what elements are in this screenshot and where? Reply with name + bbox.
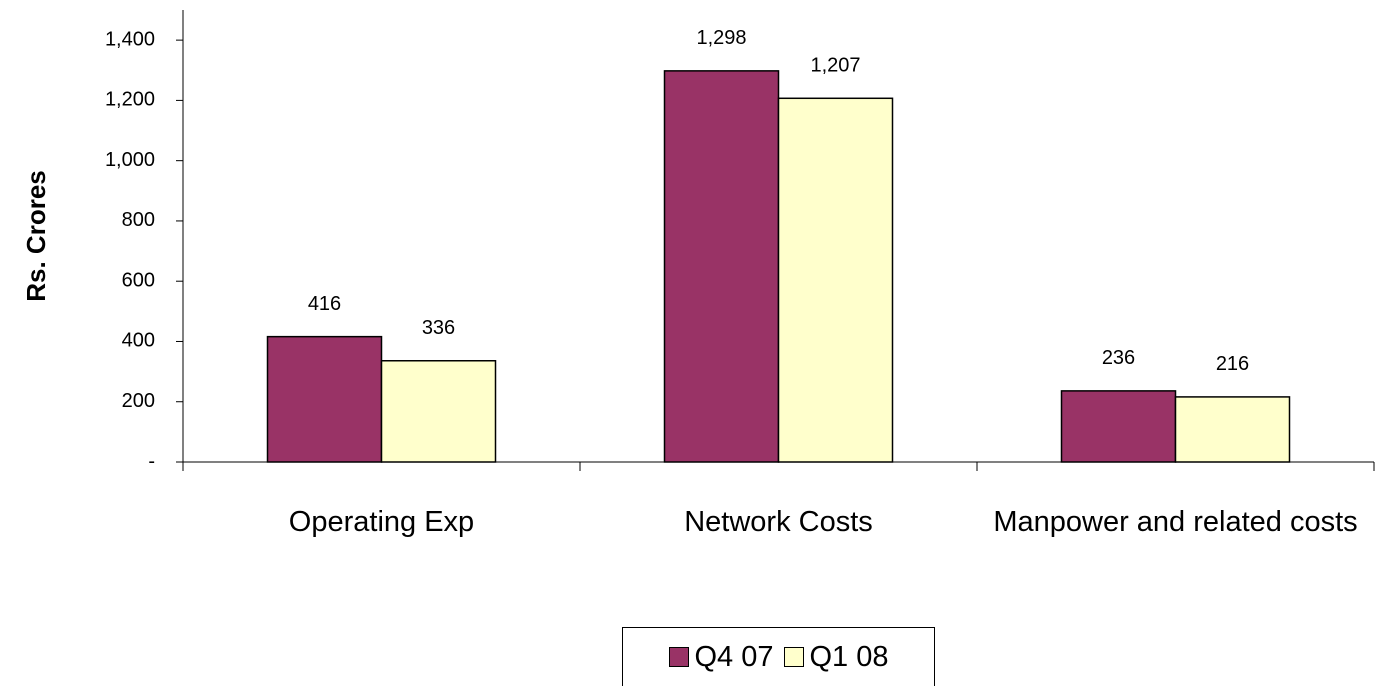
y-tick-label: 400	[122, 330, 155, 352]
bar	[266, 335, 383, 463]
bar	[1060, 390, 1177, 463]
y-tick-label: 1,400	[105, 28, 155, 50]
data-label: 336	[422, 317, 455, 339]
x-tick-label: Manpower and related costs	[993, 506, 1358, 538]
y-tick-label: 1,000	[105, 149, 155, 171]
bar	[777, 97, 894, 463]
y-axis-label: Rs. Crores	[21, 170, 51, 302]
legend-item: Q1 08	[783, 640, 889, 674]
bar	[1174, 396, 1291, 463]
y-tick-label: 800	[122, 209, 155, 231]
legend-label: Q1 08	[809, 640, 889, 673]
y-tick-label: -	[148, 450, 155, 472]
y-tick-label: 200	[122, 390, 155, 412]
data-label: 236	[1102, 347, 1135, 369]
x-tick-label: Operating Exp	[288, 506, 475, 538]
data-label: 1,207	[810, 55, 860, 77]
legend-label: Q4 07	[694, 640, 774, 673]
legend: Q4 07 Q1 08	[622, 627, 935, 686]
bar	[380, 360, 497, 463]
data-label: 1,298	[696, 27, 746, 49]
x-tick-label: Network Costs	[684, 506, 873, 538]
y-tick-label: 1,200	[105, 89, 155, 111]
data-label: 416	[308, 293, 341, 315]
legend-swatch	[668, 647, 689, 667]
bar	[663, 70, 780, 463]
data-label: 216	[1216, 353, 1249, 375]
y-tick-label: 600	[122, 269, 155, 291]
legend-item: Q4 07	[668, 640, 774, 674]
legend-swatch	[783, 647, 804, 667]
